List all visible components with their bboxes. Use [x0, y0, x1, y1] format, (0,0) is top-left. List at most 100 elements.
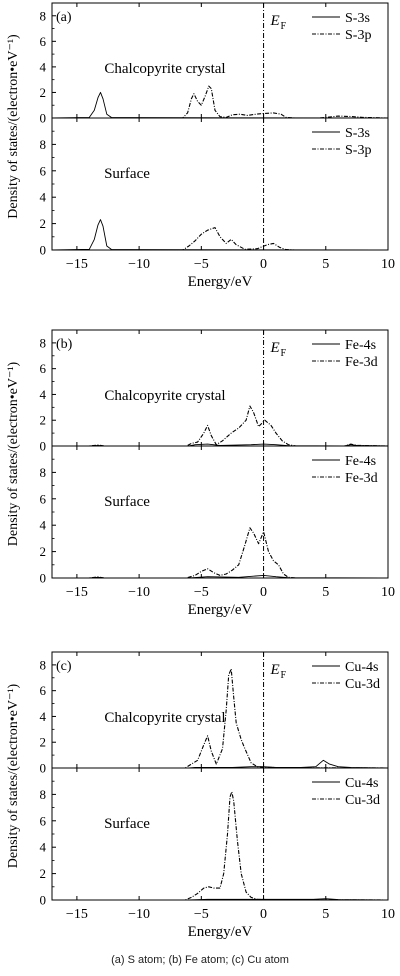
- legend-label: Fe-4s: [345, 454, 376, 469]
- y-tick-label: 4: [40, 59, 47, 74]
- y-tick-label: 0: [40, 893, 47, 908]
- fermi-label-sub: F: [281, 670, 287, 681]
- y-tick-label: 6: [40, 163, 47, 178]
- y-tick-label: 2: [40, 85, 47, 100]
- y-tick-label: 0: [40, 111, 47, 126]
- y-tick-label: 6: [40, 813, 47, 828]
- y-tick-label: 4: [40, 190, 47, 205]
- series-s-3s: [51, 219, 389, 251]
- x-tick-label: −15: [66, 585, 88, 600]
- y-axis-label: Density of states/(electron•eV⁻¹): [6, 683, 21, 868]
- series-fe-3d: [52, 405, 389, 447]
- x-tick-label: 10: [381, 585, 395, 600]
- subplot-crystal: 0 2 4 6 8 S-3s S-3p Chalcopyrite crystal: [40, 2, 389, 126]
- y-tick-label: 8: [40, 335, 47, 350]
- fermi-label: E: [270, 13, 280, 29]
- subplot-label: Chalcopyrite crystal: [104, 61, 225, 77]
- series-cu-4s: [52, 759, 389, 769]
- subplot-label: Surface: [104, 494, 150, 510]
- x-tick-label: −15: [66, 257, 88, 272]
- legend-label: S-3p: [345, 143, 371, 158]
- series-fe-3d: [52, 527, 388, 579]
- y-tick-label: 2: [40, 413, 47, 428]
- legend-label: Cu-3d: [345, 677, 380, 692]
- legend-label: Fe-3d: [345, 355, 378, 370]
- fermi-label: E: [270, 662, 280, 678]
- series-cu-3d: [52, 791, 389, 901]
- subplot-label: Surface: [104, 816, 150, 832]
- fermi-label-sub: F: [281, 348, 287, 359]
- legend-label: S-3s: [345, 11, 370, 26]
- figure-caption: (a) S atom; (b) Fe atom; (c) Cu atom: [111, 954, 289, 966]
- plot-frame: [51, 117, 389, 251]
- series-cu-3d: [52, 668, 389, 769]
- y-tick-label: 0: [40, 439, 47, 454]
- x-tick-label: 0: [260, 585, 267, 600]
- subplot-surface: 0 2 4 6 8 Cu-4s Cu-3d Surface: [40, 767, 389, 908]
- subplot-label: Chalcopyrite crystal: [104, 710, 225, 726]
- panel-2: 0 2 4 6 8 Fe-4s Fe-3d Chalcopyrite crystal 0 2 4 6 8…: [6, 329, 395, 618]
- subplot-crystal: 0 2 4 6 8 Fe-4s Fe-3d Chalcopyrite crystal: [40, 329, 389, 454]
- series-s-3s: [51, 91, 389, 119]
- y-tick-label: 6: [40, 361, 47, 376]
- panel-1: 0 2 4 6 8 S-3s S-3p Chalcopyrite crystal 0 2 4 6 8 S-…: [6, 2, 395, 290]
- y-tick-label: 8: [40, 8, 47, 23]
- x-tick-label: −5: [194, 585, 209, 600]
- y-tick-label: 2: [40, 216, 47, 231]
- y-tick-label: 8: [40, 137, 47, 152]
- y-axis-label: Density of states/(electron•eV⁻¹): [6, 361, 21, 546]
- x-tick-label: 10: [381, 907, 395, 922]
- y-tick-label: 4: [40, 709, 47, 724]
- fermi-label-sub: F: [281, 21, 287, 32]
- x-tick-label: −5: [194, 907, 209, 922]
- y-tick-label: 2: [40, 544, 47, 559]
- x-tick-label: −10: [128, 585, 150, 600]
- x-tick-label: 0: [260, 907, 267, 922]
- y-tick-label: 6: [40, 34, 47, 49]
- subplot-label: Surface: [104, 166, 150, 182]
- x-axis-label: Energy/eV: [188, 602, 253, 618]
- panel-3: 0 2 4 6 8 Cu-4s Cu-3d Chalcopyrite crystal 0 2 4 6 8…: [6, 651, 395, 940]
- x-tick-label: 5: [322, 585, 329, 600]
- panel-label: (c): [56, 659, 72, 674]
- y-tick-label: 0: [40, 571, 47, 586]
- y-tick-label: 0: [40, 761, 47, 776]
- x-axis-label: Energy/eV: [188, 924, 253, 940]
- x-tick-label: 5: [322, 907, 329, 922]
- y-tick-label: 8: [40, 787, 47, 802]
- panel-label: (a): [56, 10, 72, 25]
- y-tick-label: 4: [40, 518, 47, 533]
- x-tick-label: −15: [66, 907, 88, 922]
- legend-label: Cu-4s: [345, 776, 378, 791]
- legend-label: Cu-4s: [345, 660, 378, 675]
- panel-label: (b): [56, 337, 73, 352]
- legend-label: Fe-3d: [345, 471, 378, 486]
- legend-label: Fe-4s: [345, 338, 376, 353]
- legend-label: Cu-3d: [345, 793, 380, 808]
- y-tick-label: 8: [40, 657, 47, 672]
- y-tick-label: 8: [40, 465, 47, 480]
- y-tick-label: 0: [40, 243, 47, 258]
- x-tick-label: −10: [128, 907, 150, 922]
- series-s-3p: [52, 227, 388, 251]
- fermi-label: E: [270, 340, 280, 356]
- y-tick-label: 4: [40, 387, 47, 402]
- y-tick-label: 2: [40, 866, 47, 881]
- x-tick-label: 0: [260, 257, 267, 272]
- plot-frame: [51, 445, 389, 579]
- x-tick-label: −10: [128, 257, 150, 272]
- legend-label: S-3s: [345, 126, 370, 141]
- y-tick-label: 4: [40, 840, 47, 855]
- subplot-surface: 0 2 4 6 8 S-3s S-3p Surface: [40, 117, 389, 258]
- legend-label: S-3p: [345, 28, 371, 43]
- y-tick-label: 6: [40, 491, 47, 506]
- subplot-crystal: 0 2 4 6 8 Cu-4s Cu-3d Chalcopyrite crystal: [40, 651, 389, 776]
- x-tick-label: 10: [381, 257, 395, 272]
- subplot-label: Chalcopyrite crystal: [104, 388, 225, 404]
- x-tick-label: −5: [194, 257, 209, 272]
- x-axis-label: Energy/eV: [188, 274, 253, 290]
- y-tick-label: 6: [40, 683, 47, 698]
- subplot-surface: 0 2 4 6 8 Fe-4s Fe-3d Surface: [40, 445, 389, 586]
